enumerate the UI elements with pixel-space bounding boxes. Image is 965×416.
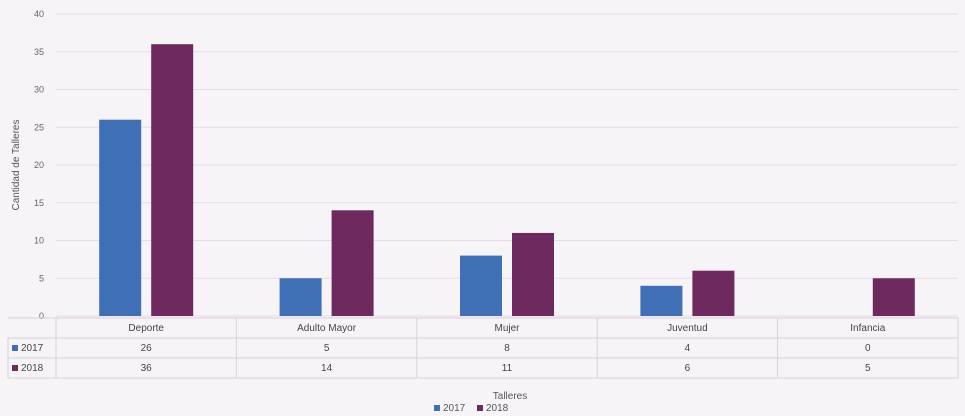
y-tick-label: 20 xyxy=(34,160,44,170)
bar-2018-deporte xyxy=(151,44,193,316)
y-tick-label: 30 xyxy=(34,85,44,95)
y-tick-label: 10 xyxy=(34,236,44,246)
bar-2018-adulto-mayor xyxy=(332,210,374,316)
bar-2017-juventud xyxy=(640,286,682,316)
y-tick-label: 40 xyxy=(34,9,44,19)
table-row-swatch-2018 xyxy=(12,365,18,371)
data-table-value: 14 xyxy=(321,363,333,374)
bar-2018-juventud xyxy=(692,271,734,316)
data-table-value: 0 xyxy=(865,343,871,354)
legend-label: 2017 xyxy=(443,403,466,414)
y-axis-title: Cantidad de Talleres xyxy=(11,120,22,211)
bar-2017-adulto-mayor xyxy=(280,278,322,316)
data-table-value: 26 xyxy=(141,343,153,354)
category-label: Adulto Mayor xyxy=(297,323,357,334)
data-table-value: 8 xyxy=(504,343,510,354)
data-table-value: 4 xyxy=(685,343,691,354)
data-table-value: 6 xyxy=(685,363,691,374)
data-table-value: 5 xyxy=(865,363,871,374)
category-label: Infancia xyxy=(850,323,885,334)
data-table-value: 11 xyxy=(502,363,513,374)
bar-2017-deporte xyxy=(99,120,141,316)
category-label: Deporte xyxy=(128,323,164,334)
y-tick-label: 15 xyxy=(34,198,44,208)
bar-2018-infancia xyxy=(873,278,915,316)
y-tick-label: 0 xyxy=(39,311,44,321)
table-row-swatch-2017 xyxy=(12,345,18,351)
y-tick-label: 35 xyxy=(34,47,44,57)
y-tick-label: 5 xyxy=(39,273,44,283)
category-label: Juventud xyxy=(667,323,708,334)
table-row-label: 2018 xyxy=(21,363,44,374)
category-label: Mujer xyxy=(494,323,520,334)
legend-swatch-2017 xyxy=(434,405,440,411)
y-tick-label: 25 xyxy=(34,122,44,132)
table-row-label: 2017 xyxy=(21,343,44,354)
legend-swatch-2018 xyxy=(477,405,483,411)
bar-2017-mujer xyxy=(460,256,502,316)
data-table-value: 36 xyxy=(141,363,153,374)
bar-2018-mujer xyxy=(512,233,554,316)
data-table-value: 5 xyxy=(324,343,330,354)
legend-label: 2018 xyxy=(486,403,509,414)
x-axis-title: Talleres xyxy=(493,391,527,402)
